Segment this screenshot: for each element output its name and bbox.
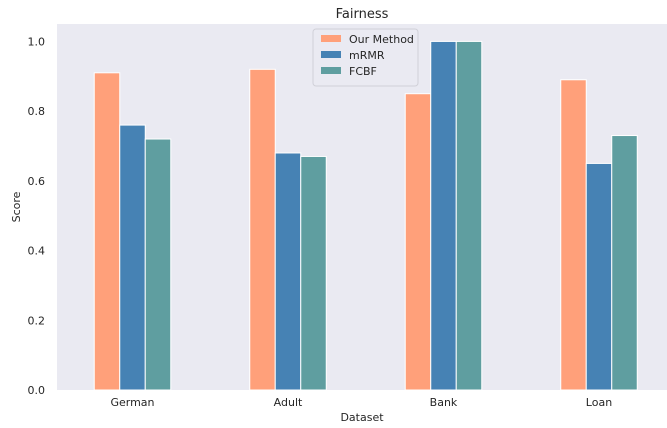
x-tick-label: Loan [586, 396, 612, 409]
y-tick-label: 0.2 [28, 314, 46, 327]
bar-fcbf-bank [455, 40, 483, 391]
bar-fcbf-german [144, 138, 172, 391]
y-axis-label: Score [10, 191, 23, 222]
legend-label: mRMR [349, 49, 385, 62]
x-tick-label: Adult [274, 396, 303, 409]
bar-our-method-loan [560, 79, 587, 391]
legend-label: FCBF [349, 65, 377, 78]
x-tick-label: German [110, 396, 154, 409]
bar-our-method-german [93, 72, 121, 391]
legend-swatch-our-method [321, 35, 341, 42]
y-axis-ticks: 0.0 0.2 0.4 0.6 0.8 1.0 [28, 35, 46, 397]
x-tick-label: Bank [430, 396, 458, 409]
y-tick-label: 0.6 [28, 175, 46, 188]
bar-mrmr-loan [585, 162, 613, 391]
bar-mrmr-bank [430, 40, 457, 391]
bar-our-method-adult [249, 68, 276, 391]
chart-title: Fairness [336, 7, 389, 22]
bar-mrmr-adult [274, 152, 302, 391]
y-tick-label: 0.0 [28, 384, 46, 397]
legend-label: Our Method [349, 33, 414, 46]
y-tick-label: 0.4 [28, 245, 46, 258]
x-axis-label: Dataset [340, 411, 384, 424]
bar-mrmr-german [119, 124, 146, 391]
legend-swatch-mrmr [321, 51, 341, 58]
bars-layer [93, 40, 638, 391]
y-tick-label: 0.8 [28, 105, 46, 118]
x-axis-ticks: German Adult Bank Loan [110, 396, 612, 409]
legend: Our Method mRMR FCBF [312, 28, 419, 87]
y-tick-label: 1.0 [28, 35, 46, 48]
bar-our-method-bank [404, 93, 432, 391]
bar-fcbf-adult [300, 155, 327, 391]
legend-swatch-fcbf [321, 67, 341, 74]
bar-fcbf-loan [611, 135, 638, 391]
